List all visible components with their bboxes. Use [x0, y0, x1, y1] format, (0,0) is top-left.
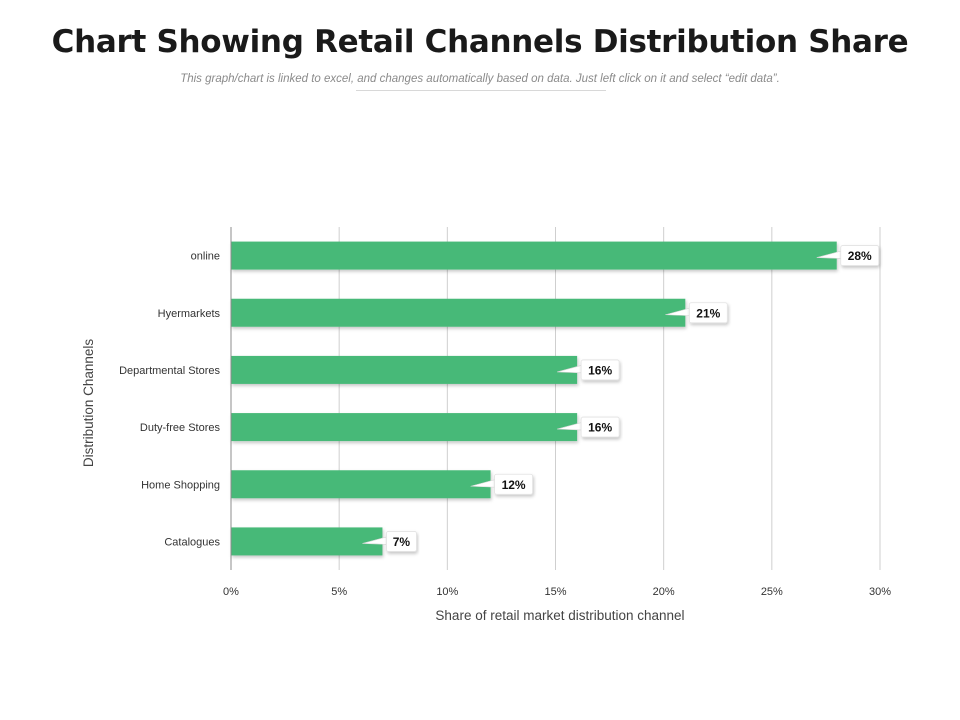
data-label: 28% [848, 249, 872, 263]
data-label-box [580, 416, 620, 438]
grid-lines [230, 227, 881, 570]
x-tick-label: 20% [653, 586, 675, 598]
data-label: 7% [393, 535, 411, 549]
axes: 0% 5% 10% 15% 20% 25% 30% online Hyermarkets Depa… [119, 227, 891, 598]
x-tick-label: 25% [761, 586, 783, 598]
data-label: 16% [588, 363, 612, 377]
category-label: online [191, 251, 220, 263]
category-label: Home Shopping [141, 479, 220, 491]
bar [231, 527, 383, 556]
data-label-box [386, 531, 417, 552]
x-axis-title: Share of retail market distribution chan… [435, 608, 684, 623]
data-labels: 28% 21% 16% 16% 12% 7% [362, 245, 880, 552]
bar [231, 413, 578, 442]
data-label: 16% [588, 421, 612, 435]
data-label-box [688, 302, 728, 324]
y-axis-title: Distribution Channels [81, 339, 96, 468]
data-label-box [494, 473, 534, 495]
bar [231, 241, 837, 270]
bar [231, 470, 491, 499]
data-label-box [840, 245, 880, 266]
bar [231, 355, 578, 384]
bars [231, 241, 837, 556]
category-label: Departmental Stores [119, 365, 220, 377]
x-tick-label: 15% [544, 586, 566, 598]
chart-title: Chart Showing Retail Channels Distributi… [51, 24, 909, 60]
chart-subtitle: This graph/chart is linked to excel, and… [180, 73, 780, 85]
data-label: 21% [696, 306, 720, 320]
data-label: 12% [502, 478, 526, 492]
x-tick-label: 5% [331, 586, 347, 598]
bar [231, 298, 686, 327]
x-tick-label: 0% [223, 586, 239, 598]
data-label-box [580, 359, 620, 381]
category-label: Catalogues [164, 536, 220, 548]
category-label: Hyermarkets [158, 308, 221, 320]
category-label: Duty-free Stores [140, 422, 221, 434]
x-tick-label: 10% [436, 586, 458, 598]
x-tick-label: 30% [869, 586, 891, 598]
subtitle-underline [356, 90, 606, 91]
